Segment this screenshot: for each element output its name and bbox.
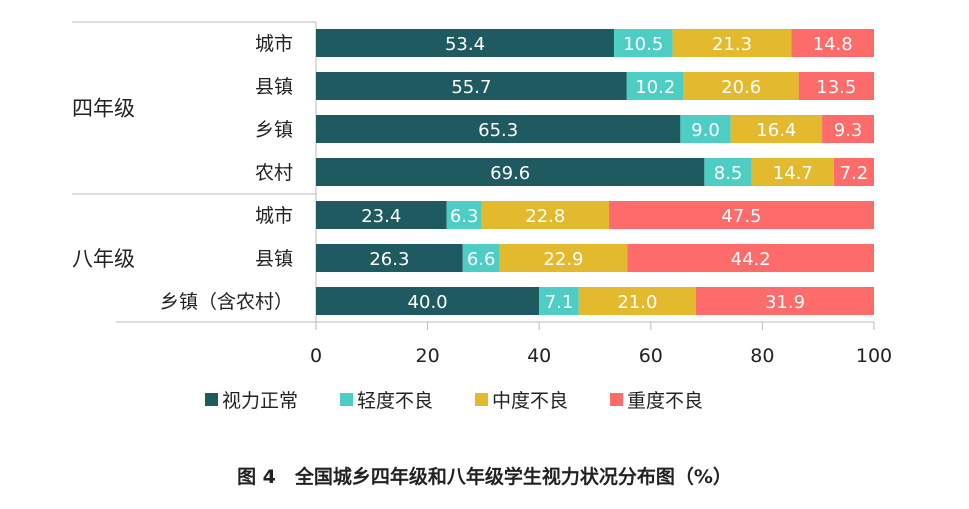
data-label: 31.9 [765, 292, 805, 313]
stacked-bar-chart: 0 20 40 60 80 100 城市 53.4 10.5 21.3 14.8 县镇 55.7 10.2… [72, 21, 892, 412]
data-label: 21.3 [712, 34, 752, 55]
bar-segment [822, 115, 874, 143]
x-tick-label: 40 [527, 345, 551, 367]
bar-segment [462, 244, 500, 272]
bar-segment [316, 72, 627, 100]
bar-segment [613, 29, 673, 57]
bar-segment [316, 29, 614, 57]
data-label: 53.4 [445, 34, 485, 55]
data-label: 55.7 [451, 77, 491, 98]
data-label: 10.2 [635, 77, 675, 98]
bar-segment [316, 115, 681, 143]
category-label: 县镇 [255, 248, 293, 270]
data-label: 26.3 [369, 249, 409, 270]
data-label: 22.9 [543, 249, 583, 270]
bar-segment [798, 72, 874, 100]
legend-swatch [340, 393, 353, 406]
category-label: 城市 [255, 205, 293, 227]
data-label: 23.4 [361, 206, 401, 227]
bar-segment [730, 115, 823, 143]
data-label: 9.3 [834, 120, 863, 141]
chart-title: 图 4 全国城乡四年级和八年级学生视力状况分布图（%） [237, 466, 732, 488]
legend-label: 重度不良 [627, 390, 703, 412]
x-tick-label: 20 [416, 345, 440, 367]
legend-swatch [610, 393, 623, 406]
bar-segment [316, 244, 463, 272]
data-label: 40.0 [408, 292, 448, 313]
data-label: 14.7 [773, 163, 813, 184]
legend-swatch [205, 393, 218, 406]
data-label: 13.5 [816, 77, 856, 98]
data-label: 20.6 [721, 77, 761, 98]
data-label: 6.6 [467, 249, 496, 270]
bar-segment [578, 287, 696, 315]
bar-segment [316, 201, 447, 229]
bar-segment [481, 201, 609, 229]
bar-segment [627, 244, 874, 272]
legend-label: 中度不良 [492, 390, 568, 412]
x-tick-label: 100 [856, 345, 892, 367]
x-tick-label: 60 [639, 345, 663, 367]
x-tick-label: 0 [310, 345, 322, 367]
legend-label: 轻度不良 [357, 390, 433, 412]
bar-segment [683, 72, 799, 100]
data-label: 14.8 [813, 34, 853, 55]
bar-segment [833, 158, 874, 186]
data-label: 22.8 [525, 206, 565, 227]
group-label: 八年级 [72, 247, 135, 271]
bar-segment [446, 201, 482, 229]
bar-segment [751, 158, 834, 186]
data-label: 8.5 [714, 163, 743, 184]
category-label: 乡镇（含农村） [160, 291, 293, 313]
bar-segment [608, 201, 874, 229]
category-label: 乡镇 [255, 119, 293, 141]
bar-segment [626, 72, 684, 100]
data-label: 69.6 [490, 163, 530, 184]
data-label: 44.2 [731, 249, 771, 270]
category-label: 县镇 [255, 76, 293, 98]
data-label: 47.5 [721, 206, 761, 227]
bar-segment [680, 115, 731, 143]
legend-label: 视力正常 [222, 390, 298, 412]
bar-segment [539, 287, 579, 315]
bar-segment [704, 158, 752, 186]
data-label: 9.0 [691, 120, 720, 141]
data-label: 21.0 [617, 292, 657, 313]
category-label: 农村 [255, 162, 293, 184]
data-label: 10.5 [623, 34, 663, 55]
bar-segment [499, 244, 628, 272]
x-tick-label: 80 [750, 345, 774, 367]
bar-segment [791, 29, 874, 57]
legend-swatch [475, 393, 488, 406]
bar-segment [316, 287, 540, 315]
category-label: 城市 [255, 33, 293, 55]
data-label: 7.1 [545, 292, 574, 313]
bar-segment [695, 287, 874, 315]
bar-segment [316, 158, 705, 186]
bar-segment [672, 29, 792, 57]
data-label: 7.2 [840, 163, 869, 184]
data-label: 16.4 [756, 120, 796, 141]
group-label: 四年级 [72, 97, 135, 121]
data-label: 65.3 [478, 120, 518, 141]
data-label: 6.3 [450, 206, 479, 227]
